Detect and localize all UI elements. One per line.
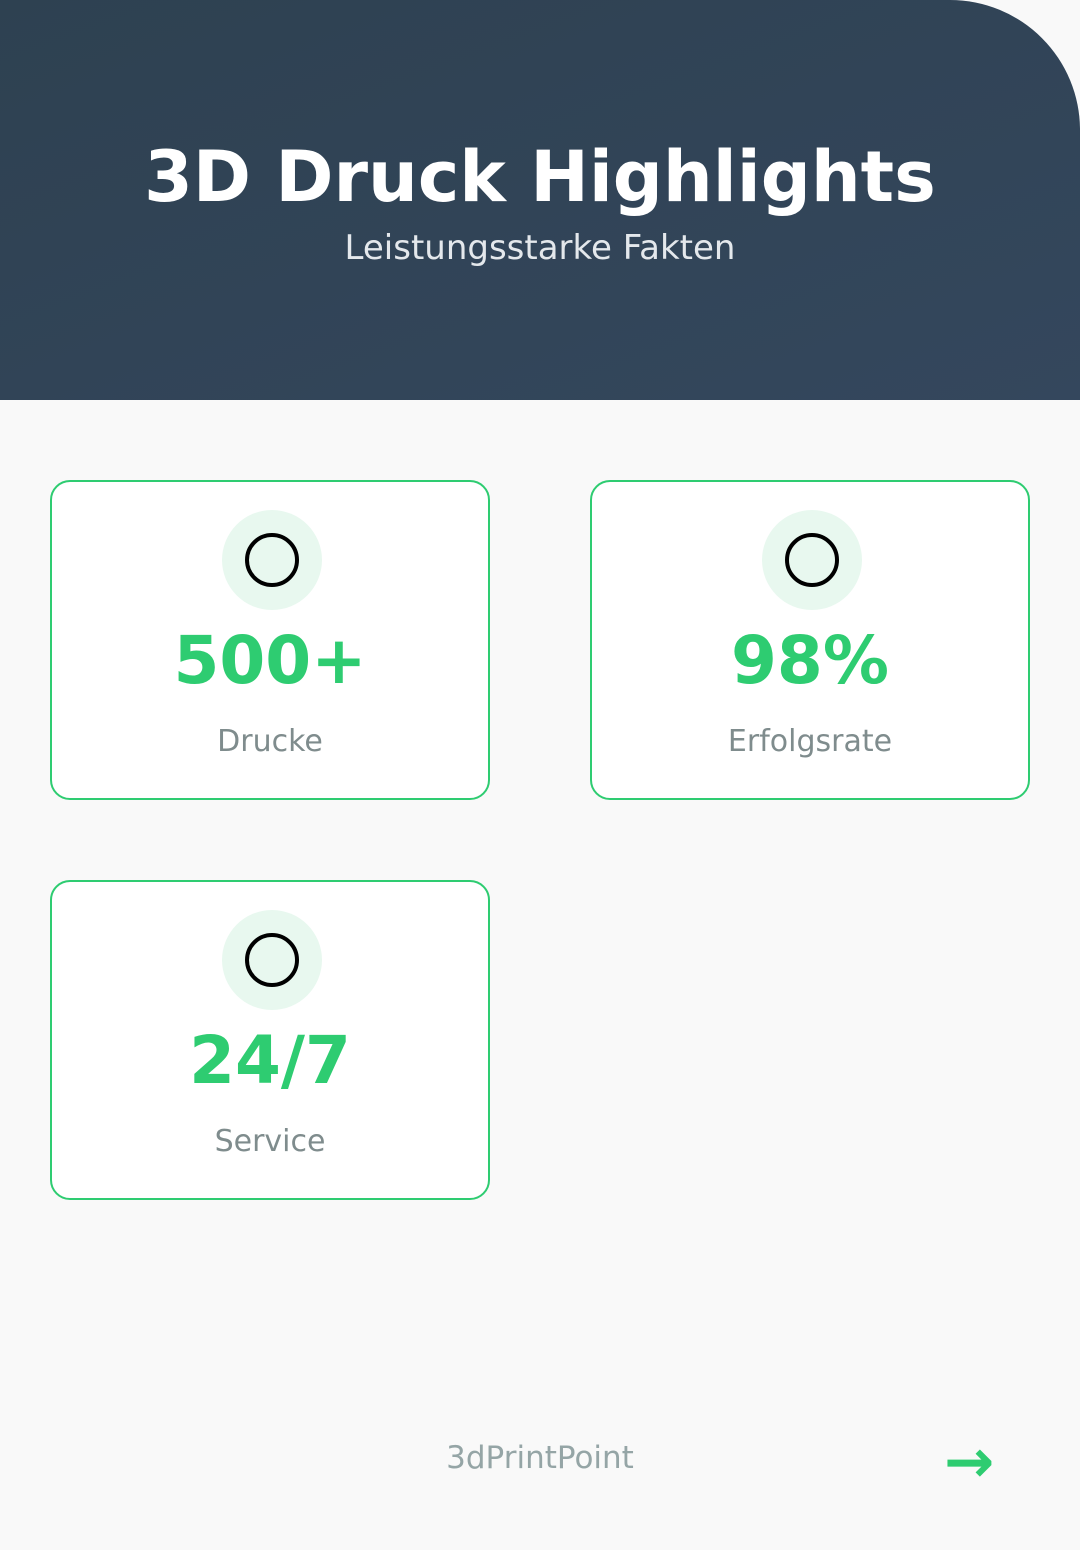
stat-value: 500+ [173, 622, 367, 699]
stat-value: 98% [731, 622, 889, 699]
icon-badge [762, 510, 862, 610]
stat-label: Drucke [217, 724, 323, 759]
circle-icon [245, 533, 299, 587]
arrow-right-icon[interactable]: → [944, 1427, 995, 1497]
brand-name: 3dPrintPoint [446, 1440, 634, 1476]
stat-card-success-rate: 98% Erfolgsrate [590, 480, 1030, 800]
icon-badge [222, 910, 322, 1010]
stat-label: Erfolgsrate [727, 724, 893, 759]
stat-value: 24/7 [189, 1022, 351, 1099]
stat-label: Service [214, 1124, 326, 1159]
page-subtitle: Leistungsstarke Fakten [344, 228, 736, 268]
circle-icon [785, 533, 839, 587]
page-title: 3D Druck Highlights [144, 136, 936, 218]
stat-card-prints: 500+ Drucke [50, 480, 490, 800]
icon-badge [222, 510, 322, 610]
circle-icon [245, 933, 299, 987]
header: 3D Druck Highlights Leistungsstarke Fakt… [0, 0, 1080, 400]
stat-card-service: 24/7 Service [50, 880, 490, 1200]
